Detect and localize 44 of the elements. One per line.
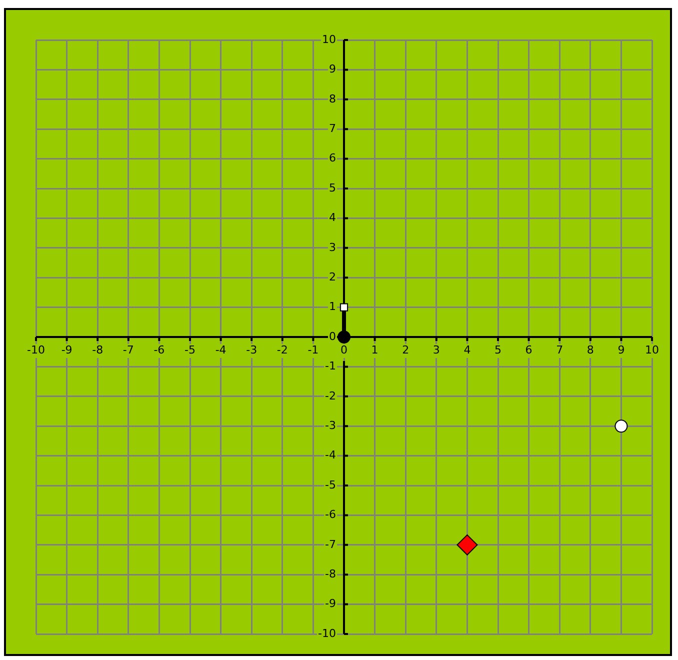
x-tick-label: 6 — [525, 343, 532, 356]
y-tick-label: 1 — [329, 300, 336, 314]
y-tick-label: 3 — [329, 240, 336, 254]
x-tick-label: 2 — [402, 343, 410, 356]
x-tick-label: 5 — [494, 343, 502, 356]
x-tick-label: -3 — [246, 343, 258, 356]
x-tick-label: 3 — [432, 343, 440, 356]
y-tick-label: 2 — [329, 270, 336, 284]
y-tick-label: 7 — [329, 122, 336, 135]
y-tick-label: -7 — [325, 538, 336, 551]
x-tick-label: -8 — [92, 343, 104, 356]
x-tick-label: -6 — [154, 343, 165, 356]
x-tick-label: 4 — [464, 343, 471, 356]
x-tick-label: 0 — [340, 343, 348, 356]
y-tick-label: -2 — [325, 389, 336, 402]
x-tick-label: 8 — [586, 343, 594, 356]
x-tick-label: -4 — [215, 343, 226, 356]
y-tick-label: 5 — [329, 181, 336, 194]
point — [614, 420, 628, 433]
x-tick-label: 7 — [556, 343, 564, 356]
x-tick-label: -2 — [276, 343, 288, 356]
y-tick-label: -5 — [325, 478, 336, 492]
y-tick-label: 9 — [329, 62, 336, 76]
y-tick-label: -10 — [318, 626, 336, 640]
x-tick-label: -9 — [61, 343, 72, 356]
x-tick-label: 9 — [618, 343, 625, 356]
y-tick-label: -3 — [325, 418, 336, 432]
x-tick-label: 1 — [371, 343, 378, 356]
y-tick-label: -9 — [325, 597, 336, 610]
y-tick-label: 8 — [329, 92, 336, 106]
x-tick-label: 10 — [645, 343, 659, 356]
y-tick-label: -1 — [325, 360, 336, 373]
x-tick-label: -7 — [122, 343, 134, 356]
x-tick-label: -5 — [184, 343, 196, 356]
point — [456, 534, 478, 556]
y-tick-label: 0 — [329, 330, 336, 343]
y-tick-label: 6 — [329, 152, 336, 165]
x-tick-label: -1 — [308, 343, 319, 356]
y-tick-label: -8 — [325, 567, 336, 580]
x-tick-label: -10 — [27, 343, 45, 356]
y-tick-label: -6 — [325, 508, 336, 522]
y-tick-label: -4 — [325, 448, 336, 462]
y-tick-label: 4 — [329, 211, 336, 224]
y-tick-label: 10 — [322, 32, 336, 46]
